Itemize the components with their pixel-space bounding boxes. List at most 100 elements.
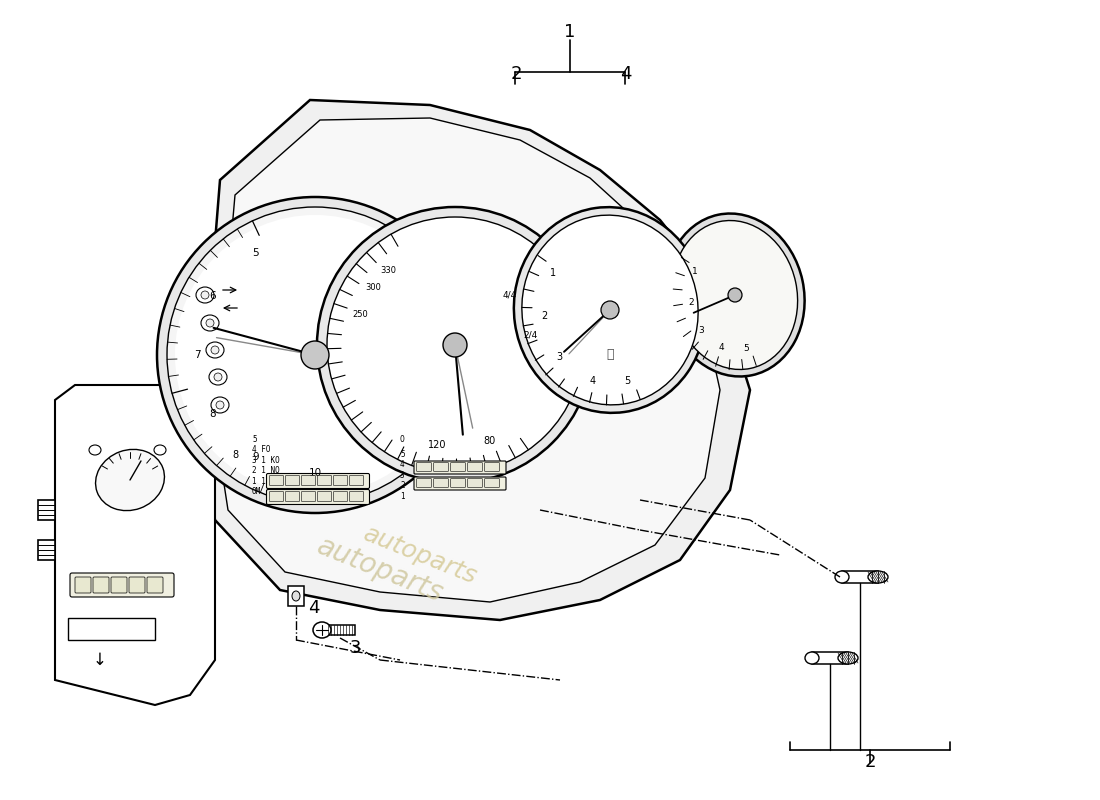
FancyBboxPatch shape bbox=[286, 475, 299, 486]
Text: 2: 2 bbox=[689, 298, 694, 307]
FancyBboxPatch shape bbox=[70, 573, 174, 597]
FancyBboxPatch shape bbox=[270, 491, 284, 502]
Ellipse shape bbox=[154, 445, 166, 455]
FancyBboxPatch shape bbox=[485, 478, 499, 487]
Polygon shape bbox=[322, 625, 355, 635]
Polygon shape bbox=[288, 586, 304, 606]
Text: 2/4: 2/4 bbox=[522, 330, 537, 339]
Ellipse shape bbox=[89, 445, 101, 455]
FancyBboxPatch shape bbox=[417, 478, 431, 487]
Ellipse shape bbox=[206, 319, 214, 327]
Text: 250: 250 bbox=[352, 310, 367, 318]
Text: 3: 3 bbox=[698, 326, 704, 335]
Ellipse shape bbox=[201, 315, 219, 331]
Ellipse shape bbox=[201, 291, 209, 299]
FancyBboxPatch shape bbox=[301, 475, 316, 486]
FancyBboxPatch shape bbox=[75, 577, 91, 593]
Text: 7: 7 bbox=[194, 350, 200, 360]
Ellipse shape bbox=[805, 652, 820, 664]
Ellipse shape bbox=[314, 622, 331, 638]
Text: 120: 120 bbox=[428, 441, 447, 450]
FancyBboxPatch shape bbox=[129, 577, 145, 593]
Polygon shape bbox=[842, 571, 878, 583]
FancyBboxPatch shape bbox=[318, 475, 331, 486]
Text: 3: 3 bbox=[557, 352, 562, 362]
FancyBboxPatch shape bbox=[417, 462, 431, 471]
Ellipse shape bbox=[838, 652, 858, 664]
Ellipse shape bbox=[211, 346, 219, 354]
Ellipse shape bbox=[317, 207, 593, 483]
FancyBboxPatch shape bbox=[266, 490, 370, 505]
Text: 330: 330 bbox=[381, 266, 396, 275]
Text: 80: 80 bbox=[484, 436, 496, 446]
FancyBboxPatch shape bbox=[451, 462, 465, 471]
FancyBboxPatch shape bbox=[147, 577, 163, 593]
FancyBboxPatch shape bbox=[94, 577, 109, 593]
Text: 4: 4 bbox=[590, 375, 596, 386]
Ellipse shape bbox=[209, 369, 227, 385]
Text: autoparts: autoparts bbox=[312, 532, 448, 608]
Ellipse shape bbox=[443, 333, 468, 357]
Ellipse shape bbox=[211, 397, 229, 413]
FancyBboxPatch shape bbox=[468, 478, 483, 487]
Ellipse shape bbox=[196, 287, 214, 303]
Text: 1: 1 bbox=[550, 269, 556, 278]
FancyBboxPatch shape bbox=[318, 491, 331, 502]
Ellipse shape bbox=[167, 207, 463, 503]
Text: 10: 10 bbox=[308, 468, 321, 478]
Text: 5: 5 bbox=[744, 344, 749, 353]
Ellipse shape bbox=[292, 591, 300, 601]
Ellipse shape bbox=[175, 215, 455, 495]
FancyBboxPatch shape bbox=[433, 462, 449, 471]
FancyBboxPatch shape bbox=[414, 477, 506, 490]
Text: 5: 5 bbox=[624, 375, 630, 386]
Polygon shape bbox=[39, 540, 55, 560]
FancyBboxPatch shape bbox=[468, 462, 483, 471]
Text: 4: 4 bbox=[620, 65, 631, 83]
Ellipse shape bbox=[666, 214, 804, 377]
Text: 2: 2 bbox=[541, 311, 548, 322]
Text: ↓: ↓ bbox=[94, 651, 107, 669]
Ellipse shape bbox=[601, 301, 619, 319]
Polygon shape bbox=[812, 652, 848, 664]
Polygon shape bbox=[214, 118, 720, 602]
FancyBboxPatch shape bbox=[301, 491, 316, 502]
FancyBboxPatch shape bbox=[333, 491, 348, 502]
FancyBboxPatch shape bbox=[485, 462, 499, 471]
Text: 1: 1 bbox=[692, 267, 698, 276]
Ellipse shape bbox=[327, 217, 583, 473]
FancyBboxPatch shape bbox=[350, 491, 363, 502]
Text: autoparts: autoparts bbox=[360, 522, 481, 589]
FancyBboxPatch shape bbox=[433, 478, 449, 487]
FancyBboxPatch shape bbox=[266, 474, 370, 489]
Polygon shape bbox=[39, 500, 55, 520]
Text: 8: 8 bbox=[209, 409, 216, 419]
Text: 6: 6 bbox=[209, 291, 216, 301]
Polygon shape bbox=[55, 385, 215, 705]
Text: 0: 0 bbox=[400, 435, 405, 444]
Ellipse shape bbox=[214, 373, 222, 381]
Text: 3: 3 bbox=[350, 639, 362, 657]
FancyBboxPatch shape bbox=[350, 475, 363, 486]
Text: 2: 2 bbox=[510, 65, 521, 83]
Text: ⛽: ⛽ bbox=[606, 349, 614, 362]
FancyBboxPatch shape bbox=[286, 491, 299, 502]
FancyBboxPatch shape bbox=[270, 475, 284, 486]
Ellipse shape bbox=[521, 215, 698, 405]
Text: 5: 5 bbox=[253, 248, 260, 258]
Text: 1: 1 bbox=[564, 23, 575, 41]
Text: 8: 8 bbox=[232, 450, 238, 460]
Ellipse shape bbox=[728, 288, 743, 302]
Text: 9: 9 bbox=[253, 452, 260, 462]
Ellipse shape bbox=[157, 197, 473, 513]
Ellipse shape bbox=[868, 571, 888, 583]
Ellipse shape bbox=[672, 221, 798, 370]
Text: 300: 300 bbox=[365, 283, 381, 292]
Ellipse shape bbox=[301, 341, 329, 369]
Text: 5
4 FO
3 1 KO
2 1 NO
1 1 DO
OM: 5 4 FO 3 1 KO 2 1 NO 1 1 DO OM bbox=[252, 435, 279, 496]
Text: 4: 4 bbox=[718, 343, 724, 352]
Text: 4: 4 bbox=[308, 599, 319, 617]
FancyBboxPatch shape bbox=[414, 461, 506, 474]
Ellipse shape bbox=[835, 571, 849, 583]
Ellipse shape bbox=[514, 207, 706, 413]
